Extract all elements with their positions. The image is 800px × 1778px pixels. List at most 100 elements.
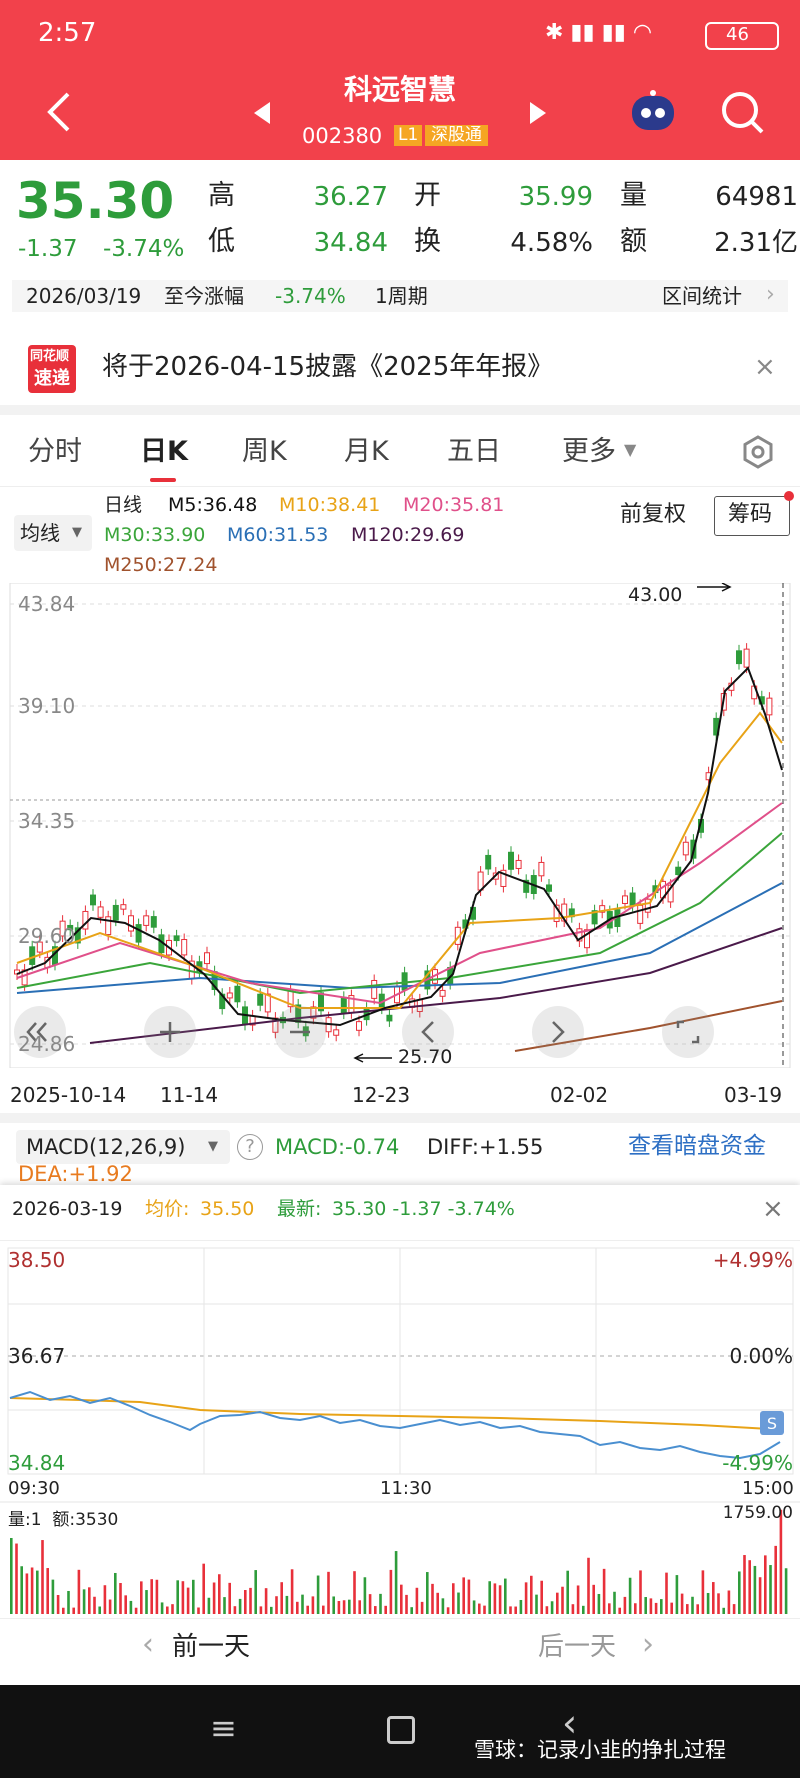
tab[interactable]: 五日 — [447, 436, 501, 467]
close-notice[interactable]: × — [754, 352, 776, 382]
range-stats[interactable]: 区间统计 — [662, 284, 742, 308]
chips-button[interactable] — [714, 496, 790, 536]
candle-body — [135, 924, 142, 943]
range-label: 至今涨幅 — [164, 284, 244, 308]
volume-bar — [264, 1588, 268, 1614]
volume-bar — [327, 1571, 330, 1614]
volume-bar — [212, 1582, 216, 1614]
range-strip[interactable] — [12, 280, 788, 312]
volume-bar — [509, 1606, 512, 1614]
volume-bar — [270, 1606, 273, 1614]
nav-menu[interactable]: ≡ — [210, 1709, 237, 1747]
volume-bar — [420, 1601, 424, 1614]
volume-bar — [145, 1590, 148, 1614]
candle-body — [386, 1014, 393, 1022]
stat-value: 2.31亿 — [714, 228, 798, 258]
svg-text:S: S — [767, 1414, 777, 1433]
volume-bar — [342, 1600, 346, 1614]
back-button[interactable] — [44, 90, 74, 134]
volume-bar — [368, 1594, 372, 1614]
volume-bar — [717, 1593, 720, 1614]
volume-bar — [400, 1584, 403, 1614]
volume-bar — [259, 1606, 263, 1614]
dark-pool-link[interactable]: 查看暗盘资金 — [628, 1133, 766, 1159]
stat-label: 量 — [620, 180, 647, 211]
candle-body — [257, 993, 264, 1006]
volume-bar — [306, 1605, 309, 1614]
candle-body — [439, 989, 446, 997]
stat-value: 35.99 — [518, 182, 593, 212]
y-tick-label: 43.84 — [18, 592, 76, 616]
volume-bar — [176, 1580, 179, 1614]
volume-bar — [358, 1600, 361, 1614]
volume-bar — [129, 1600, 133, 1614]
y-tick-label: 34.35 — [18, 809, 76, 833]
candle-body — [515, 859, 522, 869]
volume-bar — [738, 1571, 741, 1614]
candle-body — [29, 946, 36, 965]
next-stock[interactable] — [528, 100, 548, 126]
candle-body — [105, 916, 112, 936]
volume-bar — [36, 1570, 39, 1614]
candle-body — [485, 854, 492, 870]
volume-bar — [732, 1604, 736, 1614]
volume-bar — [348, 1599, 351, 1614]
volume-bar — [426, 1572, 429, 1614]
candle-body — [143, 915, 150, 926]
price-tick: 36.67 — [8, 1344, 66, 1368]
volume-bar — [15, 1543, 18, 1614]
candle-body — [576, 928, 583, 942]
macd-selector[interactable] — [16, 1130, 230, 1164]
candle-body — [204, 952, 210, 965]
volume-bar — [550, 1601, 554, 1614]
candle-body — [310, 1006, 317, 1019]
volume-bar — [587, 1557, 590, 1614]
volume-bar — [244, 1590, 247, 1614]
logo-top: 同花顺 — [30, 349, 70, 364]
volume-bar — [514, 1606, 517, 1614]
search-icon[interactable] — [720, 90, 766, 136]
notice-text[interactable]: 将于2026-04-15披露《2025年年报》 — [102, 352, 554, 382]
volume-bar — [488, 1581, 491, 1614]
ma-selector-label: 均线 — [20, 521, 60, 545]
volume-bar — [519, 1599, 523, 1614]
candle-body — [318, 992, 324, 1012]
volume-bar — [254, 1570, 257, 1614]
volume-bar — [686, 1604, 689, 1614]
volume-bar — [160, 1602, 164, 1614]
nav-back[interactable]: ‹ — [562, 1701, 578, 1745]
prev-stock[interactable] — [252, 100, 272, 126]
volume-bar — [639, 1570, 642, 1614]
volume-bar — [233, 1606, 237, 1614]
volume-bar — [82, 1589, 86, 1614]
y-tick-label: 24.86 — [18, 1032, 76, 1056]
close-panel[interactable]: × — [762, 1194, 784, 1224]
tab[interactable]: 日K — [140, 436, 188, 467]
chevron: ‹ — [142, 1627, 154, 1662]
volume-bar — [46, 1568, 49, 1614]
volume-bar — [498, 1585, 502, 1614]
volume-bar — [280, 1582, 283, 1614]
next-day[interactable]: 后一天 — [538, 1632, 617, 1662]
help-icon[interactable]: ? — [237, 1134, 263, 1160]
settings-icon[interactable] — [740, 434, 776, 470]
volume-bar — [634, 1603, 637, 1614]
avg-value: 35.50 — [200, 1198, 255, 1220]
stock-code: 002380 — [302, 124, 383, 148]
adjust[interactable]: 前复权 — [620, 502, 687, 527]
tab[interactable]: 月K — [344, 436, 389, 467]
candle-body — [173, 935, 180, 942]
intraday-chart: S — [0, 1240, 800, 1614]
tab[interactable]: 更多 — [562, 436, 616, 467]
volume-bar — [691, 1596, 694, 1614]
volume-bar — [238, 1598, 242, 1614]
prev-day[interactable]: 前一天 — [172, 1632, 251, 1662]
ma-selector[interactable] — [14, 515, 92, 551]
tab[interactable]: 周K — [242, 436, 287, 467]
tab[interactable]: 分时 — [28, 436, 82, 467]
chips-label: 筹码 — [728, 502, 773, 527]
nav-home[interactable] — [387, 1716, 415, 1744]
dea-value: DEA:+1.92 — [18, 1162, 133, 1186]
robot-icon[interactable] — [628, 88, 678, 136]
